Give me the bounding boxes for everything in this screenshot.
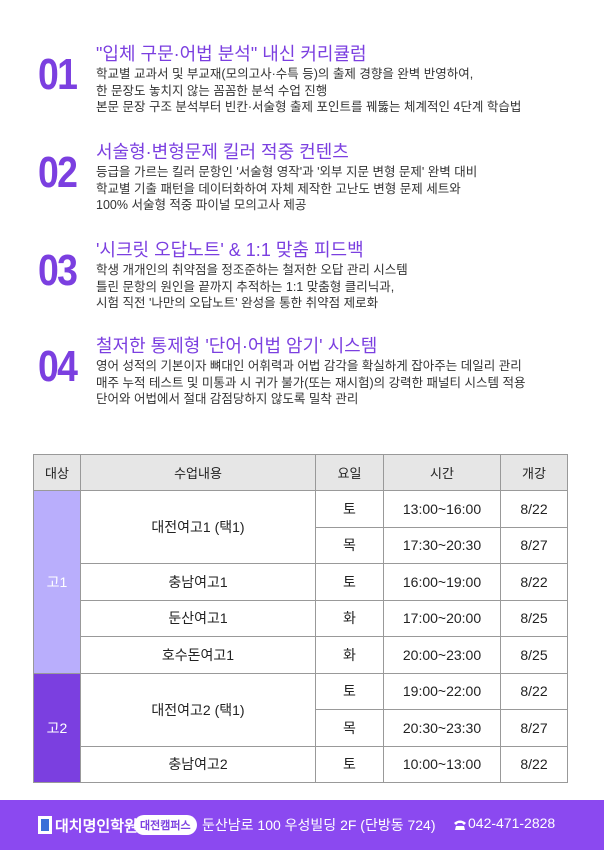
day: 화 bbox=[315, 636, 384, 674]
campus-pill: 대전캠퍼스 bbox=[134, 815, 197, 835]
feature-line: 학생 개개인의 취약점을 정조준하는 철저한 오답 관리 시스템 bbox=[96, 263, 408, 277]
start-date: 8/22 bbox=[500, 563, 568, 601]
day: 목 bbox=[315, 709, 384, 747]
feature-line: 본문 문장 구조 분석부터 빈칸·서술형 출제 포인트를 꿰뚫는 체계적인 4단… bbox=[96, 100, 522, 114]
class-name: 호수돈여고1 bbox=[80, 636, 316, 674]
start-date: 8/27 bbox=[500, 709, 568, 747]
time: 16:00~19:00 bbox=[383, 563, 501, 601]
row: 목 17:30~20:30 8/27 bbox=[34, 526, 568, 564]
start-date: 8/22 bbox=[500, 672, 568, 710]
feature-line: 등급을 가르는 킬러 문항인 '서술형 영작'과 '외부 지문 변형 문제' 완… bbox=[96, 165, 478, 179]
row: 목 20:30~23:30 8/27 bbox=[34, 709, 568, 747]
feature-number: 02 bbox=[38, 148, 78, 197]
group-label: 고2 bbox=[33, 672, 81, 783]
time: 19:00~22:00 bbox=[383, 672, 501, 710]
time: 20:00~23:00 bbox=[383, 636, 501, 674]
row: 충남여고1 토 16:00~19:00 8/22 bbox=[34, 563, 568, 601]
feature-line: 100% 서술형 적중 파이널 모의고사 제공 bbox=[96, 198, 307, 212]
row: 호수돈여고1 화 20:00~23:00 8/25 bbox=[34, 636, 568, 674]
address: 둔산남로 100 우성빌딩 2F (단방동 724) bbox=[202, 817, 436, 833]
time: 10:00~13:00 bbox=[383, 745, 501, 783]
schedule-table: 대상 수업내용 요일 시간 개강 고1 대전여고1 (택1) 토 13:00~16:00 8/22… bbox=[33, 454, 568, 783]
row: 고2 대전여고2 (택1) 토 19:00~22:00 8/22 bbox=[33, 672, 568, 783]
day: 화 bbox=[315, 599, 384, 637]
logo-icon bbox=[38, 816, 52, 834]
class-name: 대전여고2 (택1) bbox=[80, 672, 316, 747]
feature-number: 04 bbox=[38, 342, 78, 391]
class-name: 충남여고2 bbox=[80, 745, 316, 783]
header-cell: 요일 bbox=[315, 454, 384, 491]
header-cell: 수업내용 bbox=[80, 454, 316, 491]
feature-title: 철저한 통제형 '단어·어법 암기' 시스템 bbox=[96, 336, 378, 356]
feature-line: 학교별 기출 패턴을 데이터화하여 자체 제작한 고난도 변형 문제 세트와 bbox=[96, 181, 461, 196]
start-date: 8/27 bbox=[500, 526, 568, 564]
start-date: 8/25 bbox=[500, 636, 568, 674]
day: 토 bbox=[315, 490, 384, 528]
start-date: 8/22 bbox=[500, 745, 568, 783]
feature-title: 서술형·변형문제 킬러 적중 컨텐츠 bbox=[96, 142, 349, 162]
group-label: 고1 bbox=[33, 490, 81, 674]
day: 토 bbox=[315, 672, 384, 710]
feature-number: 03 bbox=[38, 246, 78, 295]
class-name: 충남여고1 bbox=[80, 563, 316, 601]
header-cell: 시간 bbox=[383, 454, 501, 491]
brand: 대치명인학원 bbox=[55, 818, 138, 835]
time: 13:00~16:00 bbox=[383, 490, 501, 528]
feature-line: 단어와 어법에서 절대 감점당하지 않도록 밀착 관리 bbox=[96, 392, 359, 406]
row: 고1 대전여고1 (택1) 토 13:00~16:00 8/22 bbox=[33, 490, 568, 674]
feature-lines: 학교별 교과서 및 부교재(모의고사·수특 등)의 출제 경향을 완벽 반영하여… bbox=[96, 66, 521, 116]
start-date: 8/25 bbox=[500, 599, 568, 637]
feature-number: 01 bbox=[38, 50, 78, 99]
day: 토 bbox=[315, 563, 384, 601]
feature-line: 영어 성적의 기본이자 뼈대인 어휘력과 어법 감각을 확실하게 잡아주는 데일… bbox=[96, 359, 522, 373]
row: 충남여고2 토 10:00~13:00 8/22 bbox=[34, 745, 568, 783]
time: 17:00~20:00 bbox=[383, 599, 501, 637]
feature-line: 틀린 문항의 원인을 끝까지 추적하는 1:1 맞춤형 클리닉과, bbox=[96, 279, 395, 294]
time: 17:30~20:30 bbox=[383, 526, 501, 564]
feature-line: 매주 누적 테스트 및 미통과 시 귀가 불가(또는 재시험)의 강력한 패널티… bbox=[96, 375, 526, 390]
start-date: 8/22 bbox=[500, 490, 568, 528]
class-name: 대전여고1 (택1) bbox=[80, 490, 316, 564]
day: 토 bbox=[315, 745, 384, 783]
time: 20:30~23:30 bbox=[383, 709, 501, 747]
feature-line: 한 문장도 놓치지 않는 꼼꼼한 분석 수업 진행 bbox=[96, 83, 328, 98]
feature-lines: 영어 성적의 기본이자 뼈대인 어휘력과 어법 감각을 확실하게 잡아주는 데일… bbox=[96, 358, 526, 408]
phone: 042-471-2828 bbox=[468, 815, 556, 831]
day: 목 bbox=[315, 526, 384, 564]
header-cell: 대상 bbox=[33, 454, 81, 491]
footer: 대치명인학원 대전캠퍼스 둔산남로 100 우성빌딩 2F (단방동 724) … bbox=[0, 800, 604, 850]
feature-title: "입체 구문·어법 분석" 내신 커리큘럼 bbox=[96, 44, 367, 64]
phone-icon bbox=[454, 820, 466, 830]
header-cell: 개강 bbox=[500, 454, 568, 491]
row: 둔산여고1 화 17:00~20:00 8/25 bbox=[34, 599, 568, 637]
feature-lines: 등급을 가르는 킬러 문항인 '서술형 영작'과 '외부 지문 변형 문제' 완… bbox=[96, 164, 477, 214]
feature-line: 시험 직전 '나만의 오답노트' 완성을 통한 취약점 제로화 bbox=[96, 296, 379, 310]
feature-title: '시크릿 오답노트' & 1:1 맞춤 피드백 bbox=[96, 240, 364, 260]
feature-line: 학교별 교과서 및 부교재(모의고사·수특 등)의 출제 경향을 완벽 반영하여… bbox=[96, 67, 474, 81]
class-name: 둔산여고1 bbox=[80, 599, 316, 637]
